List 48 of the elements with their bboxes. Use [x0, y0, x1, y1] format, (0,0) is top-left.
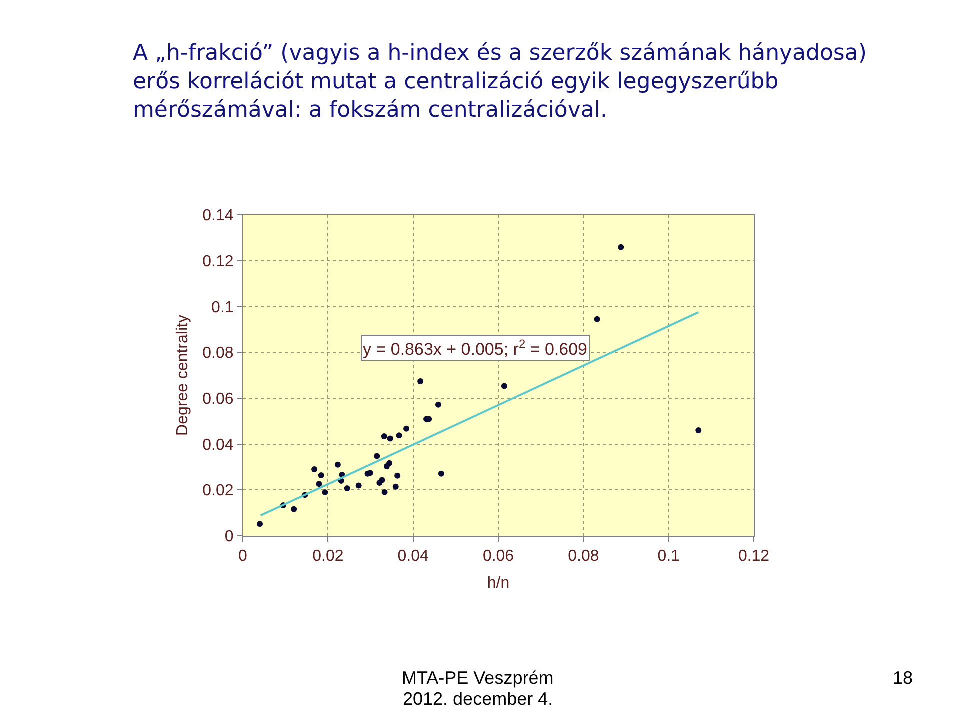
y-tick-label: 0.06 — [202, 391, 234, 408]
point — [344, 486, 350, 492]
x-axis-title: h/n — [487, 574, 510, 592]
point — [334, 462, 341, 468]
point — [404, 426, 410, 432]
point — [356, 482, 362, 489]
y-tick-label: 0.12 — [202, 253, 234, 270]
point — [374, 453, 380, 460]
point — [382, 489, 388, 496]
point — [386, 460, 392, 466]
point — [396, 432, 402, 439]
point — [418, 378, 424, 384]
point — [618, 244, 624, 250]
y-tick-label: 0.02 — [202, 482, 234, 500]
x-tick-label: 0 — [238, 548, 248, 566]
point — [501, 383, 508, 390]
y-axis-title: Degree centrality — [174, 315, 192, 436]
point — [316, 481, 322, 488]
point — [392, 484, 399, 490]
point — [318, 472, 324, 478]
y-tick-label: 0 — [224, 528, 234, 546]
y-tick-label: 0.04 — [202, 436, 234, 454]
point — [381, 433, 388, 440]
point — [438, 470, 444, 477]
text: 18 — [893, 668, 914, 688]
x-tick-label: 0.12 — [738, 548, 770, 566]
point — [387, 436, 394, 442]
point — [257, 521, 264, 528]
point — [696, 428, 702, 434]
text: MTA-PE Veszprém — [402, 668, 554, 688]
chart-title: A „h-frakció” (vagyis a h-index és a szerzők számának hányadosa) erős korrelációt mutat a centralizáció egyik legegyszerűbb mérőszámával: a fokszám centralizációval. — [133, 41, 867, 124]
point — [394, 472, 401, 479]
point — [291, 506, 298, 512]
point — [322, 489, 328, 496]
point — [379, 477, 386, 484]
x-tick-label: 0.06 — [482, 548, 514, 566]
annotation: y = 0.863x + 0.005; r$^{2}$ = 0.609 — [363, 337, 588, 360]
x-tick-label: 0.1 — [658, 548, 680, 566]
y-tick-label: 0.14 — [202, 208, 234, 225]
x-tick-label: 0.04 — [398, 548, 429, 566]
point — [594, 316, 600, 322]
y-tick-label: 0.08 — [202, 345, 234, 362]
text: 2012. december 4. — [403, 689, 554, 707]
x-tick-label: 0.08 — [568, 548, 600, 566]
point — [312, 466, 318, 473]
y-tick-label: 0.1 — [212, 299, 234, 316]
point — [435, 402, 442, 408]
x-tick-label: 0.02 — [312, 548, 344, 566]
